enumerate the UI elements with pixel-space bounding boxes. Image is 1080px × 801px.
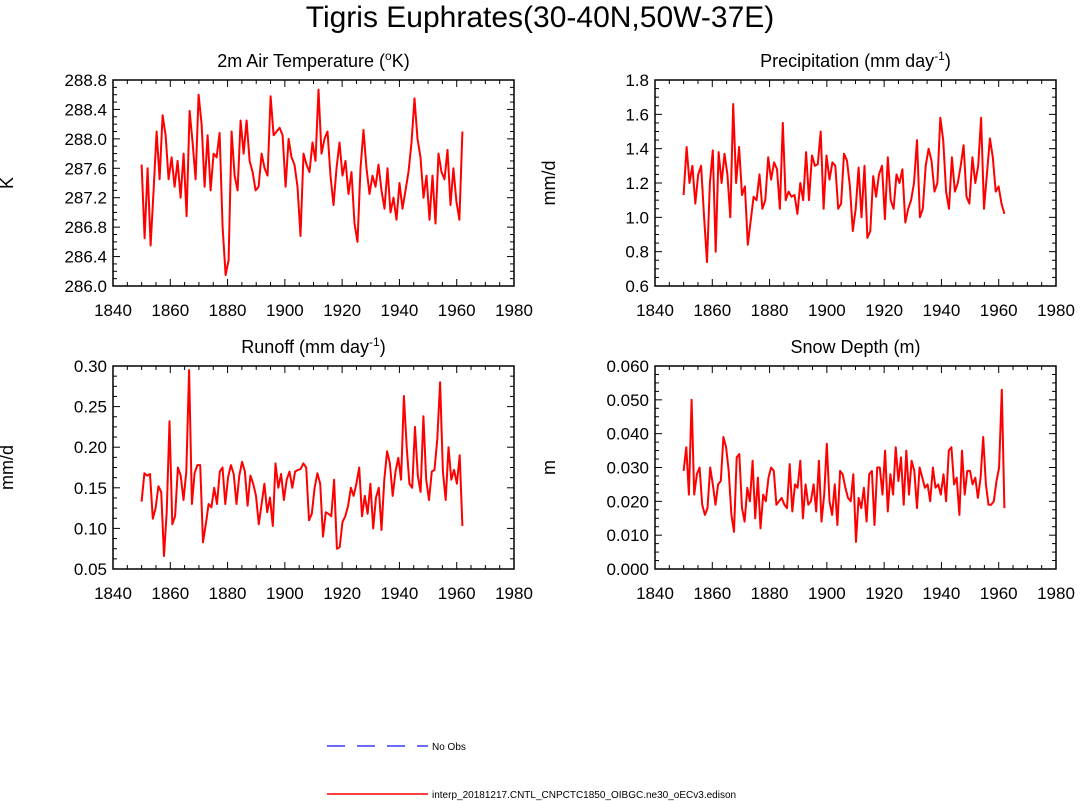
y-axis-label: mm/d bbox=[0, 445, 17, 490]
x-tick-label: 1940 bbox=[381, 584, 419, 603]
y-tick-label: 0.20 bbox=[74, 438, 107, 457]
x-tick-label: 1920 bbox=[323, 584, 361, 603]
x-tick-label: 1840 bbox=[636, 301, 674, 320]
y-tick-label: 288.0 bbox=[64, 130, 107, 149]
y-axis-label: K bbox=[0, 177, 17, 189]
x-tick-label: 1920 bbox=[865, 584, 903, 603]
y-tick-label: 0.020 bbox=[606, 492, 649, 511]
x-tick-label: 1960 bbox=[438, 584, 476, 603]
panel-title: 2m Air Temperature (oK) bbox=[217, 49, 409, 71]
panel-1: Precipitation (mm day-1) mm/d 1840 1860 1880… bbox=[539, 49, 1075, 320]
y-tick-label: 0.010 bbox=[606, 526, 649, 545]
x-tick-label: 1940 bbox=[381, 301, 419, 320]
panel-title: Runoff (mm day-1) bbox=[241, 335, 385, 357]
y-tick-label: 0.030 bbox=[606, 459, 649, 478]
x-tick-label: 1900 bbox=[266, 301, 304, 320]
x-tick-label: 1900 bbox=[808, 584, 846, 603]
x-tick-label: 1920 bbox=[865, 301, 903, 320]
y-tick-label: 288.8 bbox=[64, 71, 107, 90]
x-tick-label: 1860 bbox=[693, 584, 731, 603]
x-tick-label: 1960 bbox=[980, 584, 1018, 603]
panel-title-sup: -1 bbox=[369, 335, 380, 349]
y-tick-label: 0.05 bbox=[74, 560, 107, 579]
x-tick-label: 1900 bbox=[808, 301, 846, 320]
panel-3: Snow Depth (m) m 1840 1860 1880 1900 1920 1940 1… bbox=[539, 337, 1075, 603]
y-tick-label: 1.6 bbox=[625, 105, 649, 124]
y-tick-label: 0.040 bbox=[606, 425, 649, 444]
panel-2: Runoff (mm day-1) mm/d 1840 1860 1880 1900 192… bbox=[0, 335, 533, 603]
series-line-0 bbox=[682, 388, 1006, 543]
panel-0: 2m Air Temperature (oK) K 1840 1860 1880 1900… bbox=[0, 49, 533, 320]
panel-title-main: Precipitation (mm day bbox=[760, 51, 934, 71]
panel-title: Snow Depth (m) bbox=[790, 337, 920, 357]
x-tick-label: 1860 bbox=[693, 301, 731, 320]
panel-title-after: K) bbox=[392, 51, 410, 71]
y-tick-label: 0.6 bbox=[625, 277, 649, 296]
panel-title-sup: -1 bbox=[934, 49, 945, 63]
legend-label-model: interp_20181217.CNTL_CNPCTC1850_OIBGC.ne… bbox=[432, 790, 736, 801]
y-tick-label: 286.4 bbox=[64, 248, 107, 267]
x-tick-label: 1880 bbox=[209, 301, 247, 320]
panel-title-sup: o bbox=[385, 49, 392, 63]
x-tick-label: 1840 bbox=[636, 584, 674, 603]
y-tick-label: 286.0 bbox=[64, 277, 107, 296]
plot-frame bbox=[112, 365, 515, 570]
x-tick-label: 1960 bbox=[980, 301, 1018, 320]
y-tick-label: 0.050 bbox=[606, 391, 649, 410]
x-tick-label: 1940 bbox=[923, 301, 961, 320]
x-tick-label: 1940 bbox=[923, 584, 961, 603]
x-tick-label: 1840 bbox=[94, 301, 132, 320]
y-tick-label: 0.25 bbox=[74, 398, 107, 417]
x-tick-label: 1980 bbox=[1037, 301, 1075, 320]
panels: 2m Air Temperature (oK) K 1840 1860 1880 1900… bbox=[0, 49, 1075, 603]
x-tick-label: 1920 bbox=[323, 301, 361, 320]
x-tick-label: 1980 bbox=[495, 584, 533, 603]
y-tick-label: 1.2 bbox=[625, 174, 649, 193]
x-tick-label: 1840 bbox=[94, 584, 132, 603]
panel-title-main: Snow Depth (m) bbox=[790, 337, 920, 357]
y-tick-label: 0.10 bbox=[74, 519, 107, 538]
panel-title-after: ) bbox=[945, 51, 951, 71]
x-tick-label: 1860 bbox=[151, 301, 189, 320]
y-tick-label: 1.8 bbox=[625, 71, 649, 90]
y-tick-label: 286.8 bbox=[64, 218, 107, 237]
y-axis-label: mm/d bbox=[539, 161, 559, 206]
y-tick-label: 0.30 bbox=[74, 357, 107, 376]
y-tick-label: 0.000 bbox=[606, 560, 649, 579]
panel-title: Precipitation (mm day-1) bbox=[760, 49, 951, 71]
y-tick-label: 0.060 bbox=[606, 357, 649, 376]
x-tick-label: 1980 bbox=[1037, 584, 1075, 603]
legend: No Obs interp_20181217.CNTL_CNPCTC1850_O… bbox=[327, 742, 736, 801]
y-tick-label: 288.4 bbox=[64, 100, 107, 119]
series-line-0 bbox=[682, 103, 1006, 263]
y-tick-label: 0.8 bbox=[625, 243, 649, 262]
panel-title-main: Runoff (mm day bbox=[241, 337, 369, 357]
y-tick-label: 0.15 bbox=[74, 479, 107, 498]
x-tick-label: 1860 bbox=[151, 584, 189, 603]
y-tick-label: 287.6 bbox=[64, 159, 107, 178]
y-tick-label: 1.0 bbox=[625, 208, 649, 227]
panel-title-main: 2m Air Temperature ( bbox=[217, 51, 385, 71]
series-line-0 bbox=[140, 369, 464, 557]
series-line-0 bbox=[140, 88, 464, 276]
y-axis-label: m bbox=[539, 460, 559, 475]
legend-label-no-obs: No Obs bbox=[432, 742, 466, 753]
y-tick-label: 287.2 bbox=[64, 189, 107, 208]
panel-title-after: ) bbox=[380, 337, 386, 357]
x-tick-label: 1960 bbox=[438, 301, 476, 320]
figure-title: Tigris Euphrates(30-40N,50W-37E) bbox=[306, 1, 775, 34]
x-tick-label: 1880 bbox=[751, 301, 789, 320]
x-tick-label: 1880 bbox=[751, 584, 789, 603]
x-tick-label: 1900 bbox=[266, 584, 304, 603]
y-tick-label: 1.4 bbox=[625, 140, 649, 159]
x-tick-label: 1980 bbox=[495, 301, 533, 320]
x-tick-label: 1880 bbox=[209, 584, 247, 603]
